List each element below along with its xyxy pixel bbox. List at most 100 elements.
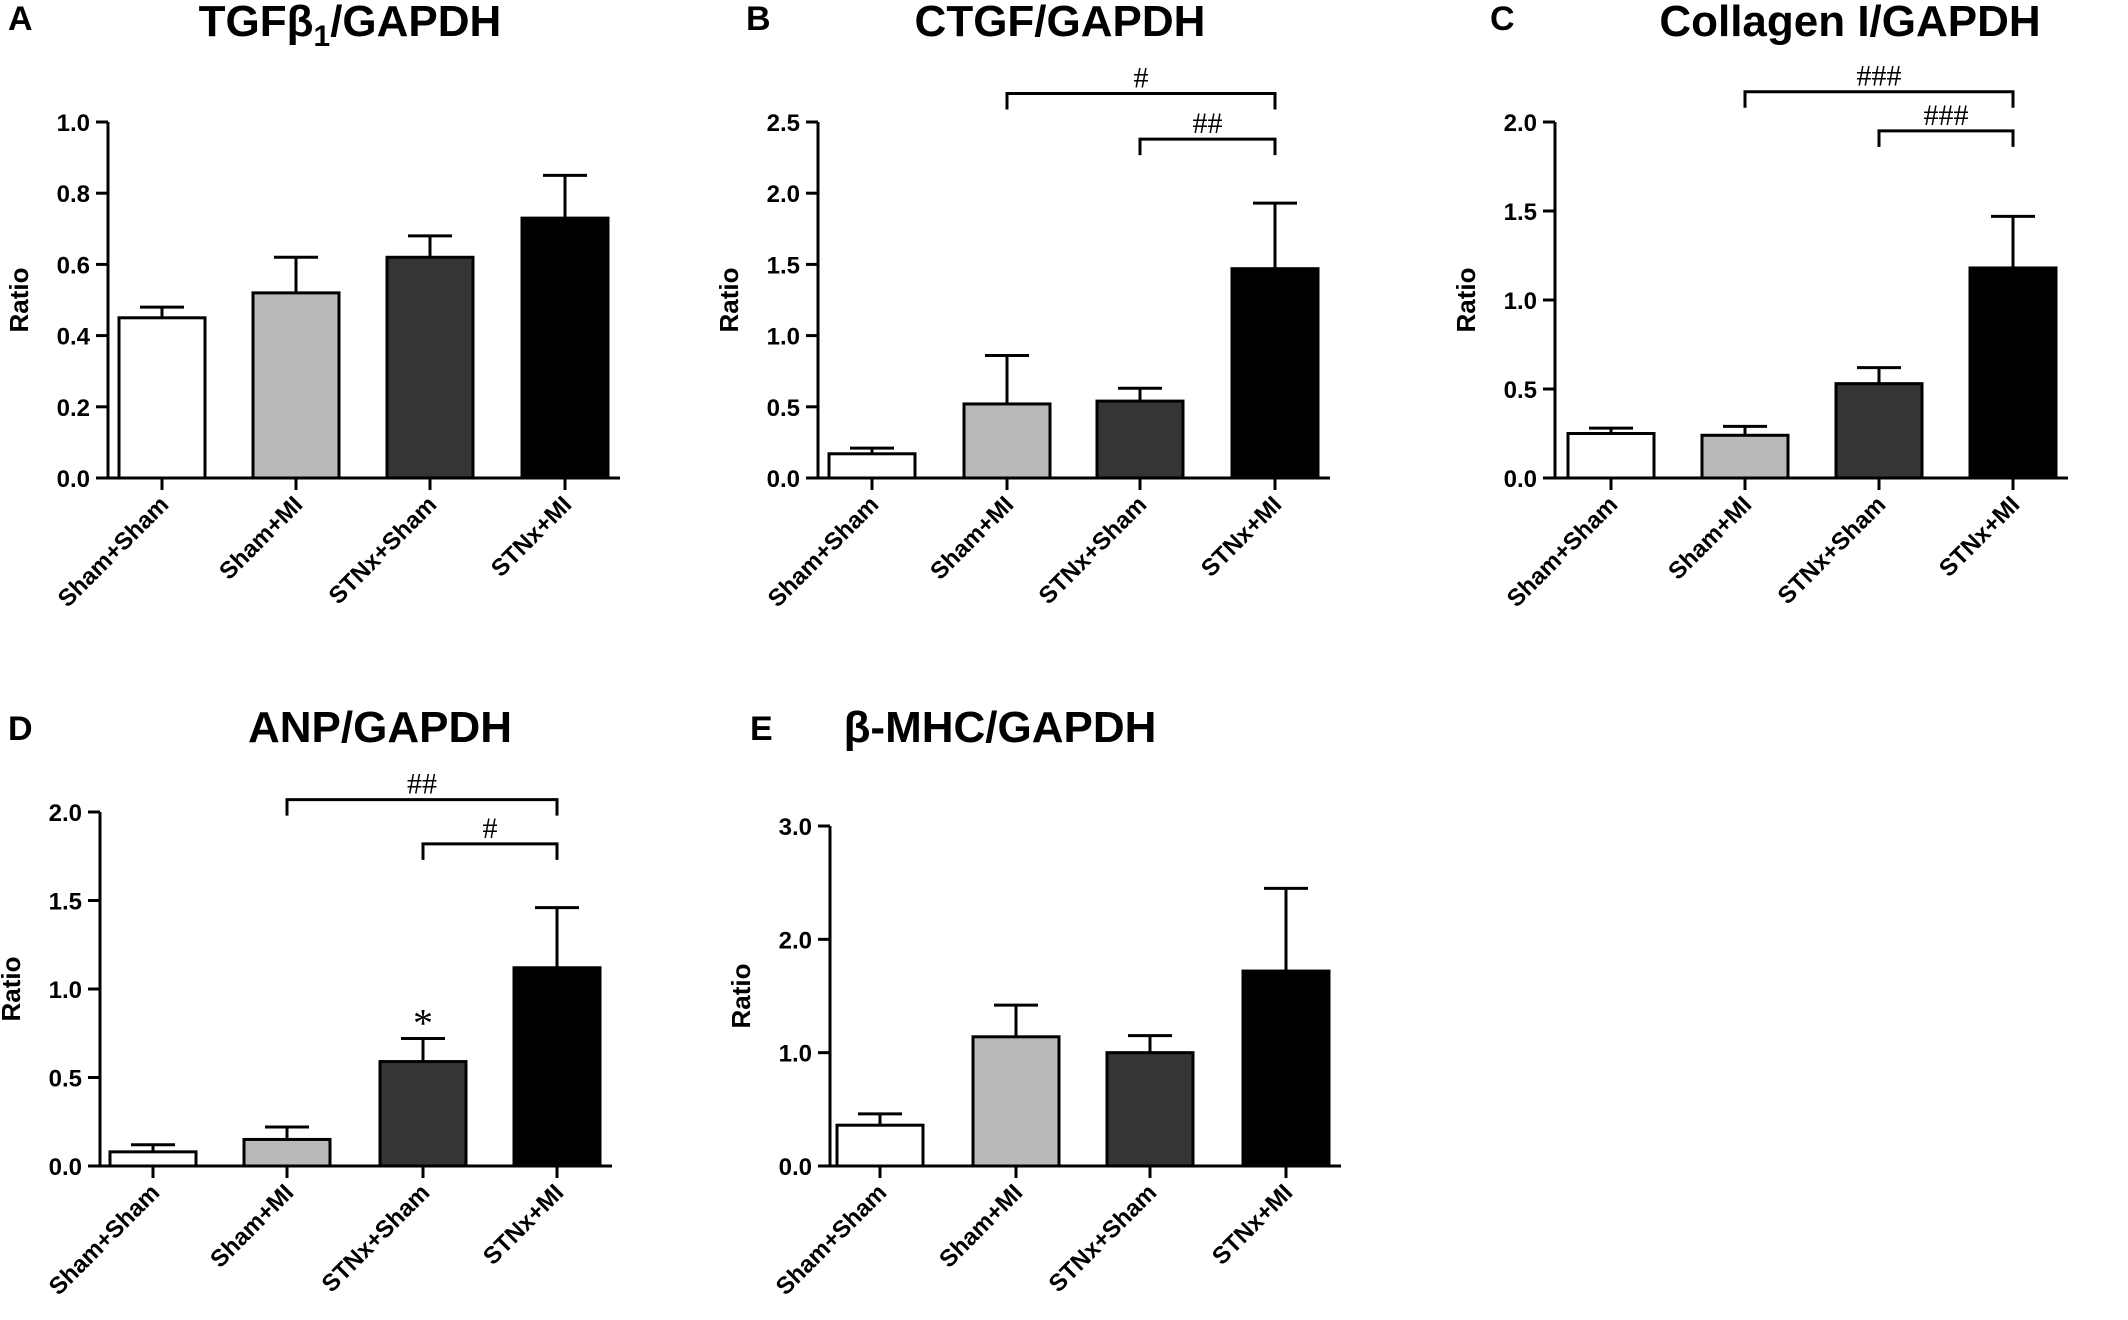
x-category-label: Sham+Sham bbox=[44, 1179, 165, 1300]
significance-bracket bbox=[421, 842, 559, 860]
y-tick-label: 0.2 bbox=[57, 395, 90, 422]
chart-title-subscript: 1 bbox=[314, 20, 331, 53]
x-category-label: Sham+MI bbox=[214, 491, 308, 585]
bar bbox=[520, 216, 610, 480]
significance-bracket bbox=[1877, 129, 2015, 147]
y-tick-label: 0.5 bbox=[767, 395, 800, 422]
bar bbox=[242, 1137, 332, 1168]
y-tick-label: 0.0 bbox=[1504, 466, 1537, 493]
x-category-label: Sham+Sham bbox=[763, 491, 884, 612]
significance-bracket bbox=[285, 798, 559, 816]
bar bbox=[827, 452, 917, 480]
significance-label: # bbox=[1134, 62, 1149, 95]
panel-c: C Collagen I/GAPDH 0.0 0.5 1.0 1.5 2.0 Ratio Sha… bbox=[1451, 0, 2068, 613]
y-tick-label: 1.0 bbox=[767, 324, 800, 351]
y-axis-label: Ratio bbox=[726, 964, 756, 1029]
y-tick-label: 3.0 bbox=[779, 814, 812, 841]
bar bbox=[385, 255, 475, 480]
x-category-label: STNx+MI bbox=[486, 491, 577, 582]
x-category-label: Sham+Sham bbox=[771, 1179, 892, 1300]
y-tick-label: 0.8 bbox=[57, 181, 90, 208]
significance-label: ## bbox=[407, 768, 437, 801]
bar bbox=[1834, 382, 1924, 480]
chart-title-tail: /GAPDH bbox=[330, 0, 501, 46]
significance-label: # bbox=[483, 812, 498, 845]
y-tick-label: 1.5 bbox=[767, 252, 800, 279]
bar bbox=[251, 291, 341, 480]
panel-letter: A bbox=[8, 0, 33, 38]
x-category-label: Sham+Sham bbox=[1502, 491, 1623, 612]
y-tick-label: 2.5 bbox=[767, 110, 800, 137]
bar bbox=[1105, 1051, 1195, 1168]
y-tick-label: 1.0 bbox=[779, 1041, 812, 1068]
significance-label: ### bbox=[1857, 60, 1902, 93]
y-tick-label: 1.0 bbox=[49, 977, 82, 1004]
bar bbox=[1700, 433, 1790, 480]
y-tick-label: 2.0 bbox=[1504, 110, 1537, 137]
y-axis-label: Ratio bbox=[1451, 268, 1481, 333]
x-category-label: STNx+Sham bbox=[1044, 1179, 1163, 1298]
panel-letter: E bbox=[750, 710, 773, 748]
y-tick-label: 0.0 bbox=[779, 1154, 812, 1181]
chart-title: TGFβ1/GAPDH bbox=[199, 0, 502, 53]
chart-title: Collagen I/GAPDH bbox=[1659, 0, 2040, 46]
panel-a: A TGFβ1/GAPDH 0.0 0.2 0.4 0.6 0.8 1.0 Ratio Sham+… bbox=[4, 0, 620, 613]
x-category-label: Sham+MI bbox=[934, 1179, 1028, 1273]
asterisk-marker: * bbox=[413, 1001, 433, 1046]
significance-bracket bbox=[1743, 90, 2015, 108]
y-tick-label: 0.0 bbox=[49, 1154, 82, 1181]
bar bbox=[971, 1035, 1061, 1168]
x-category-label: STNx+MI bbox=[1207, 1179, 1298, 1270]
y-axis-label: Ratio bbox=[4, 268, 34, 333]
x-category-label: Sham+MI bbox=[925, 491, 1019, 585]
y-tick-label: 0.4 bbox=[57, 324, 91, 351]
y-axis-label: Ratio bbox=[0, 957, 26, 1022]
y-tick-label: 1.0 bbox=[1504, 288, 1537, 315]
y-tick-label: 2.0 bbox=[767, 181, 800, 208]
x-category-label: STNx+Sham bbox=[1773, 491, 1892, 610]
x-category-label: Sham+MI bbox=[205, 1179, 299, 1273]
y-tick-label: 1.5 bbox=[49, 889, 82, 916]
x-category-label: STNx+Sham bbox=[317, 1179, 436, 1298]
bar bbox=[378, 1060, 468, 1168]
y-tick-label: 0.0 bbox=[767, 466, 800, 493]
y-tick-label: 2.0 bbox=[779, 927, 812, 954]
y-axis-label: Ratio bbox=[714, 268, 744, 333]
y-tick-label: 2.0 bbox=[49, 800, 82, 827]
x-category-label: STNx+MI bbox=[1934, 491, 2025, 582]
y-tick-label: 0.6 bbox=[57, 252, 90, 279]
panel-letter: D bbox=[8, 710, 33, 748]
chart-title: ANP/GAPDH bbox=[248, 703, 512, 752]
x-category-label: Sham+MI bbox=[1663, 491, 1757, 585]
bar bbox=[1095, 399, 1185, 480]
bar bbox=[1241, 969, 1331, 1168]
y-tick-label: 0.0 bbox=[57, 466, 90, 493]
panel-d: D ANP/GAPDH 0.0 0.5 1.0 1.5 2.0 Ratio Sham+Sham S… bbox=[0, 703, 612, 1301]
significance-label: ### bbox=[1924, 99, 1969, 132]
chart-title: CTGF/GAPDH bbox=[915, 0, 1206, 46]
chart-title: β-MHC/GAPDH bbox=[844, 703, 1157, 752]
bar bbox=[835, 1123, 925, 1168]
panel-letter: C bbox=[1490, 0, 1515, 38]
x-category-label: Sham+Sham bbox=[53, 491, 174, 612]
y-tick-label: 0.5 bbox=[49, 1066, 82, 1093]
y-tick-label: 0.5 bbox=[1504, 377, 1537, 404]
bar bbox=[1230, 267, 1320, 480]
bar bbox=[108, 1150, 198, 1168]
x-category-label: STNx+Sham bbox=[1034, 491, 1153, 610]
significance-bracket bbox=[1005, 92, 1277, 110]
y-tick-label: 1.5 bbox=[1504, 199, 1537, 226]
bar bbox=[1566, 432, 1656, 480]
bar bbox=[512, 966, 602, 1168]
x-category-label: STNx+MI bbox=[1196, 491, 1287, 582]
panel-letter: B bbox=[746, 0, 771, 38]
bar bbox=[117, 316, 207, 480]
significance-label: ## bbox=[1193, 107, 1223, 140]
x-category-label: STNx+MI bbox=[478, 1179, 569, 1270]
panel-b: B CTGF/GAPDH 0.0 0.5 1.0 1.5 2.0 2.5 Ratio Sham+S… bbox=[714, 0, 1330, 613]
bar bbox=[1968, 266, 2058, 480]
y-tick-label: 1.0 bbox=[57, 110, 90, 137]
significance-bracket bbox=[1138, 137, 1277, 156]
